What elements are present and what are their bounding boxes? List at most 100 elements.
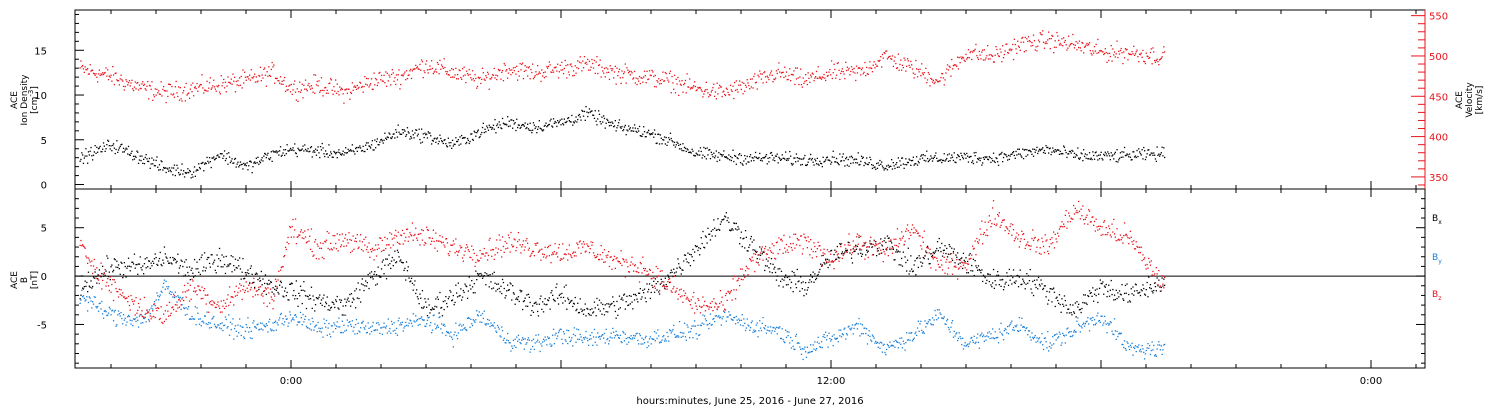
density-series-point: [764, 157, 765, 158]
density-series-point: [140, 160, 141, 161]
bx-series-point: [1046, 291, 1047, 292]
by-series-point: [605, 342, 606, 343]
bx-series-point: [376, 274, 377, 275]
by-series-point: [98, 311, 99, 312]
bx-series-point: [481, 274, 482, 275]
density-series-point: [762, 160, 763, 161]
by-series-point: [534, 349, 535, 350]
density-series-point: [772, 155, 773, 156]
density-series-point: [1131, 159, 1132, 160]
density-series-point: [829, 160, 830, 161]
velocity-series-point: [464, 75, 465, 76]
density-series-point: [397, 136, 398, 137]
density-series-point: [507, 116, 508, 117]
density-series-point: [712, 156, 713, 157]
by-series-point: [230, 322, 231, 323]
bx-series-point: [1162, 285, 1163, 286]
velocity-series-point: [693, 85, 694, 86]
by-series-point: [249, 327, 250, 328]
velocity-series-point: [333, 94, 334, 95]
density-series-point: [917, 164, 918, 165]
velocity-series-point: [1061, 38, 1062, 39]
density-series-point: [564, 119, 565, 120]
by-series-point: [306, 326, 307, 327]
bx-series-point: [418, 298, 419, 299]
density-series-point: [896, 162, 897, 163]
velocity-series-point: [356, 89, 357, 90]
density-series-point: [338, 149, 339, 150]
bx-series-point: [1047, 303, 1048, 304]
density-series-point: [328, 157, 329, 158]
density-series-point: [1119, 158, 1120, 159]
bx-series-point: [368, 288, 369, 289]
velocity-series-point: [1058, 40, 1059, 41]
by-series-point: [227, 326, 228, 327]
bx-series-point: [919, 258, 920, 259]
bx-series-point: [1011, 283, 1012, 284]
density-series-point: [519, 125, 520, 126]
bx-series-point: [834, 250, 835, 251]
bx-series-point: [205, 270, 206, 271]
velocity-series-point: [524, 71, 525, 72]
density-series-point: [1147, 153, 1148, 154]
bx-series-point: [601, 314, 602, 315]
by-series-point: [714, 321, 715, 322]
velocity-series-point: [884, 53, 885, 54]
density-series-point: [515, 122, 516, 123]
bx-series-point: [713, 219, 714, 220]
density-series-point: [469, 143, 470, 144]
by-series-point: [686, 340, 687, 341]
bx-series-point: [341, 300, 342, 301]
bx-series-point: [408, 277, 409, 278]
density-series-point: [559, 121, 560, 122]
by-series-point: [146, 321, 147, 322]
density-series-point: [532, 130, 533, 131]
velocity-series-point: [261, 80, 262, 81]
velocity-series-point: [1051, 38, 1052, 39]
density-series-point: [158, 169, 159, 170]
density-series-point: [1059, 154, 1060, 155]
bx-series-point: [1122, 298, 1123, 299]
density-series-point: [417, 135, 418, 136]
velocity-series-point: [649, 70, 650, 71]
velocity-series-point: [1091, 54, 1092, 55]
bx-series-point: [689, 254, 690, 255]
by-series-point: [720, 317, 721, 318]
bx-series-point: [937, 241, 938, 242]
bx-series-point: [1026, 273, 1027, 274]
velocity-series-point: [995, 46, 996, 47]
bx-series-point: [774, 267, 775, 268]
density-series-point: [722, 156, 723, 157]
bx-series-point: [471, 280, 472, 281]
by-series-point: [109, 307, 110, 308]
density-series-point: [383, 142, 384, 143]
bx-series-point: [365, 280, 366, 281]
density-series-point: [347, 152, 348, 153]
velocity-series-point: [199, 85, 200, 86]
density-series-point: [484, 129, 485, 130]
velocity-series-point: [575, 73, 576, 74]
density-series-point: [1086, 154, 1087, 155]
bx-series-point: [847, 250, 848, 251]
velocity-series-point: [94, 73, 95, 74]
velocity-series-point: [707, 89, 708, 90]
bx-series-point: [1029, 280, 1030, 281]
density-series-point: [706, 158, 707, 159]
density-series-point: [459, 136, 460, 137]
by-series-point: [232, 318, 233, 319]
by-series-point: [680, 332, 681, 333]
by-series-point: [255, 326, 256, 327]
bx-series-point: [277, 292, 278, 293]
bx-series-point: [346, 302, 347, 303]
by-series-point: [419, 324, 420, 325]
velocity-series-point: [863, 72, 864, 73]
bx-series-point: [517, 299, 518, 300]
bx-series-point: [267, 284, 268, 285]
density-series-point: [314, 152, 315, 153]
bx-series-point: [106, 255, 107, 256]
by-series-point: [317, 322, 318, 323]
bx-series-point: [193, 277, 194, 278]
velocity-series-point: [340, 89, 341, 90]
bx-series-point: [609, 306, 610, 307]
density-series-point: [1010, 155, 1011, 156]
